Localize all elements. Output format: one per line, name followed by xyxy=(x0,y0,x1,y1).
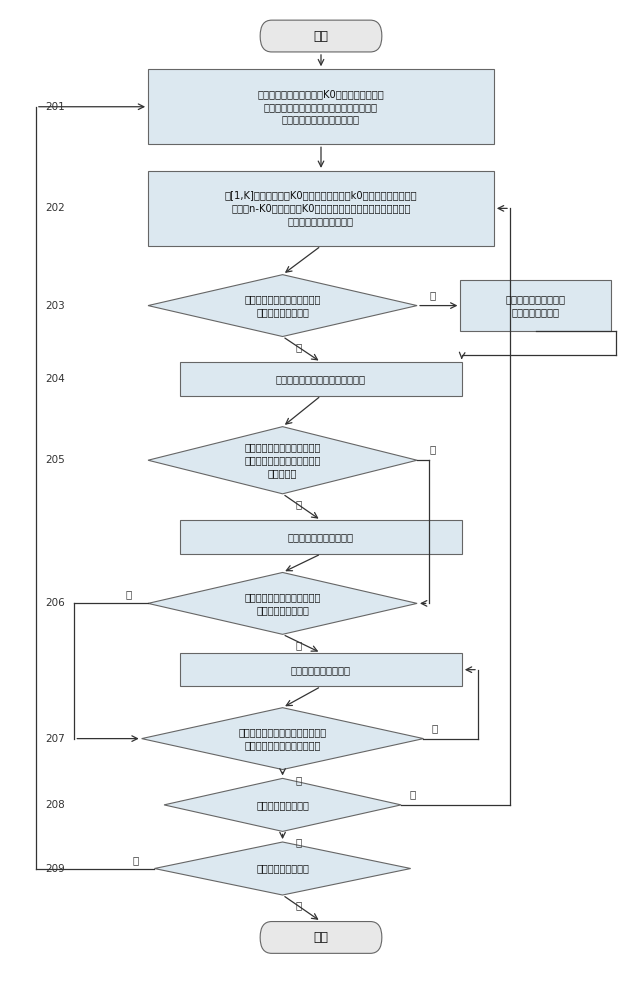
Text: 否: 否 xyxy=(295,901,302,911)
Text: 209: 209 xyxy=(45,864,65,874)
Polygon shape xyxy=(148,572,417,634)
Text: 否: 否 xyxy=(295,342,302,352)
Text: 是: 是 xyxy=(295,499,302,509)
Text: 201: 201 xyxy=(45,102,65,112)
Text: 是: 是 xyxy=(295,640,302,650)
FancyBboxPatch shape xyxy=(180,653,462,686)
FancyBboxPatch shape xyxy=(260,20,382,52)
Text: 204: 204 xyxy=(45,374,65,384)
Text: 是: 是 xyxy=(432,723,438,733)
Text: 205: 205 xyxy=(45,455,65,465)
Polygon shape xyxy=(155,842,411,895)
Text: 否: 否 xyxy=(295,775,302,785)
Text: 开始: 开始 xyxy=(313,30,329,43)
Text: 在[1,K]中挑选一个数K0，在小基站中挑选k0个作为簇首，然后计
算剩余n-K0小基站到这K0个簇首的距离，将小基站分配到距离
最近的簇头所在的分簇中: 在[1,K]中挑选一个数K0，在小基站中挑选k0个作为簇首，然后计 算剩余n-K… xyxy=(225,191,417,226)
Text: 判断分簇中的小基站个数是否
小于簇内基站最低数: 判断分簇中的小基站个数是否 小于簇内基站最低数 xyxy=(245,294,321,317)
Text: 否: 否 xyxy=(430,445,436,455)
Text: 是否需要修改初始值: 是否需要修改初始值 xyxy=(256,864,309,874)
Text: 初始参数：预期分簇数目K0、每个分簇中最少
基站数目、簇中小基站到簇头的最大距离方
差、两两簇头之间的最小距离: 初始参数：预期分簇数目K0、每个分簇中最少 基站数目、簇中小基站到簇头的最大距离… xyxy=(257,89,385,125)
Text: 判断分簇中是否存在基站到簇头的
距离大于两两簇头之间的距离: 判断分簇中是否存在基站到簇头的 距离大于两两簇头之间的距离 xyxy=(238,727,327,750)
Text: 判断每个分簇中的距离方差是
否大于簇中小基站到簇头的最
大距离方差: 判断每个分簇中的距离方差是 否大于簇中小基站到簇头的最 大距离方差 xyxy=(245,442,321,478)
FancyBboxPatch shape xyxy=(148,171,494,246)
Polygon shape xyxy=(142,708,424,770)
Text: 208: 208 xyxy=(45,800,65,810)
Text: 两个分簇进行合并操作: 两个分簇进行合并操作 xyxy=(291,665,351,675)
Text: 是否是最后一次迭代: 是否是最后一次迭代 xyxy=(256,800,309,810)
Text: 207: 207 xyxy=(45,734,65,744)
FancyBboxPatch shape xyxy=(180,362,462,396)
Polygon shape xyxy=(148,275,417,337)
Text: 是: 是 xyxy=(132,855,138,865)
FancyBboxPatch shape xyxy=(460,280,611,331)
Text: 203: 203 xyxy=(45,301,65,311)
Text: 结束: 结束 xyxy=(313,931,329,944)
Text: 判断两两分簇的簇头距离是否
小于簇头间最小距离: 判断两两分簇的簇头距离是否 小于簇头间最小距离 xyxy=(245,592,321,615)
FancyBboxPatch shape xyxy=(148,69,494,144)
Text: 否: 否 xyxy=(126,590,132,600)
Text: 将此簇中的小基站分配
到其临近的分簇中: 将此簇中的小基站分配 到其临近的分簇中 xyxy=(506,294,566,317)
Text: 将这个分簇进行分裂操作: 将这个分簇进行分裂操作 xyxy=(288,532,354,542)
Text: 206: 206 xyxy=(45,598,65,608)
Text: 否: 否 xyxy=(410,789,416,799)
Text: 202: 202 xyxy=(45,203,65,213)
Text: 对于已分好的分簇重新选出簇首。: 对于已分好的分簇重新选出簇首。 xyxy=(276,374,366,384)
FancyBboxPatch shape xyxy=(180,520,462,554)
Polygon shape xyxy=(148,427,417,494)
Polygon shape xyxy=(164,778,401,831)
Text: 是: 是 xyxy=(430,290,436,300)
Text: 是: 是 xyxy=(295,837,302,847)
FancyBboxPatch shape xyxy=(260,922,382,953)
